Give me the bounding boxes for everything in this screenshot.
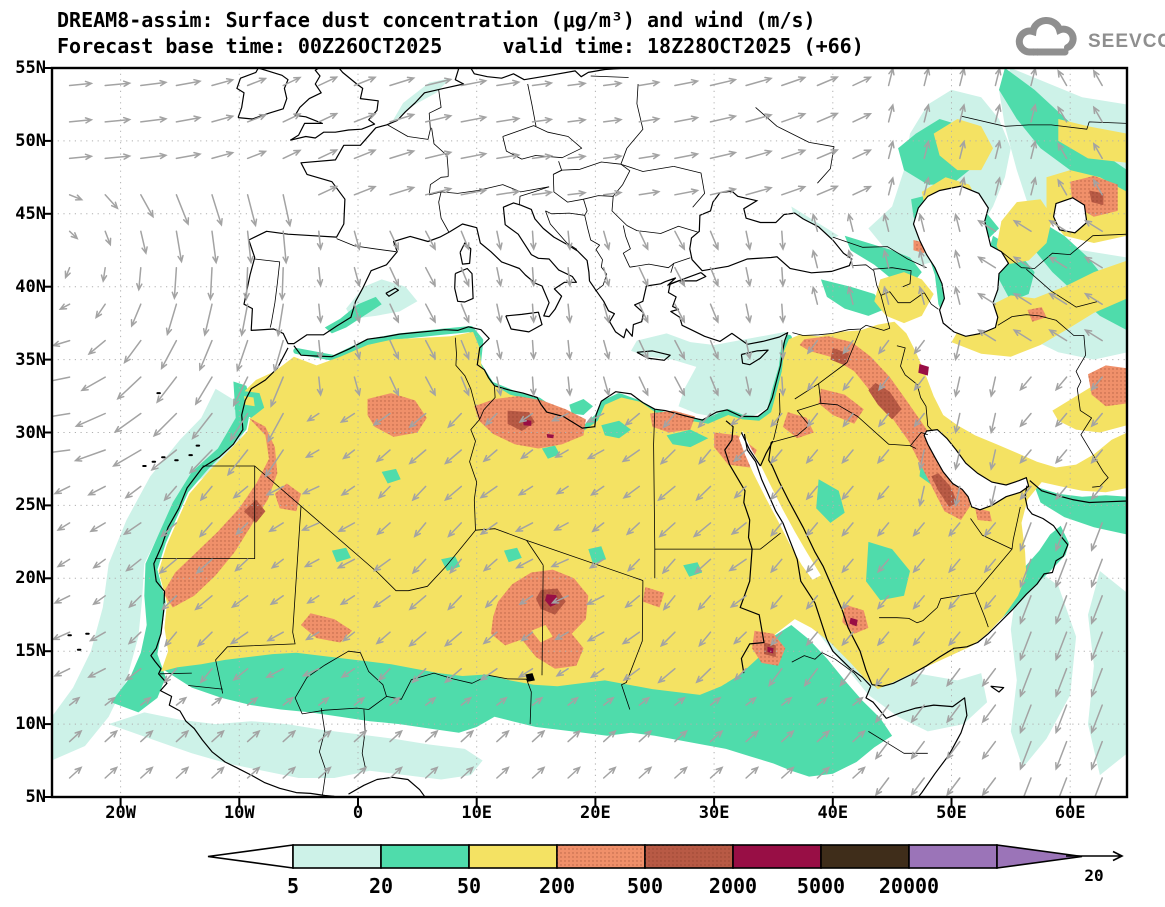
- chart-title: DREAM8-assim: Surface dust concentration…: [57, 7, 864, 59]
- logo-text: SEEVCCC: [1088, 31, 1165, 52]
- colorbar-tick-label: 20000: [878, 874, 940, 898]
- lat-tick-label: 45N: [15, 203, 46, 224]
- colorbar-tick-label: 5: [286, 874, 300, 898]
- lat-tick-label: 35N: [15, 349, 46, 370]
- lat-tick-label: 10N: [15, 714, 46, 735]
- lat-tick-label: 50N: [15, 130, 46, 151]
- wind-reference-label: 20: [1084, 866, 1104, 885]
- country-borders: [155, 75, 1127, 796]
- colorbar-tick-label: 200: [538, 874, 576, 898]
- map-layers: [52, 68, 1127, 797]
- colorbar-tick-label: 2000: [708, 874, 758, 898]
- cloud-icon: »: [1012, 16, 1084, 68]
- small-islands: [67, 392, 201, 651]
- colorbar-tick-label: 5000: [796, 874, 846, 898]
- chart-title-line2: Forecast base time: 00Z26OCT2025 valid t…: [57, 34, 864, 58]
- lat-tick-label: 40N: [15, 276, 46, 297]
- dust-fill-500-2000: [244, 190, 1104, 657]
- colorbar: [207, 844, 1083, 869]
- lat-tick-label: 55N: [15, 58, 46, 78]
- axis-ticks: [43, 67, 1072, 806]
- lat-tick-label: 5N: [25, 787, 46, 807]
- colorbar-tick-label: 50: [456, 874, 482, 898]
- lon-tick-label: 20E: [580, 803, 611, 823]
- wind-vector-layer: [52, 68, 1103, 797]
- wind-reference-arrow: [1066, 850, 1124, 862]
- grid-dotted: [52, 68, 1127, 797]
- svg-text:»: »: [1032, 42, 1042, 62]
- lon-tick-label: 20W: [105, 803, 136, 823]
- colorbar-tick-label: 20: [368, 874, 394, 898]
- seevccc-logo: » SEEVCCC: [1012, 16, 1165, 68]
- lon-tick-label: 60E: [1054, 803, 1086, 823]
- lon-tick-label: 10W: [223, 803, 255, 823]
- dust-fill-20-50: [111, 68, 1127, 777]
- chart-title-line1: DREAM8-assim: Surface dust concentration…: [57, 8, 816, 32]
- lon-tick-label: 0: [352, 803, 364, 823]
- lat-tick-label: 30N: [15, 422, 46, 443]
- lon-tick-label: 40E: [817, 803, 849, 823]
- colorbar-tick-label: 500: [626, 874, 664, 898]
- lat-tick-label: 25N: [15, 495, 46, 516]
- lat-tick-label: 20N: [15, 568, 46, 589]
- lake-chad: [525, 673, 535, 682]
- lon-tick-label: 30E: [698, 803, 730, 823]
- lat-tick-label: 15N: [15, 641, 46, 662]
- lon-tick-label: 10E: [461, 803, 493, 823]
- lon-tick-label: 50E: [936, 803, 967, 823]
